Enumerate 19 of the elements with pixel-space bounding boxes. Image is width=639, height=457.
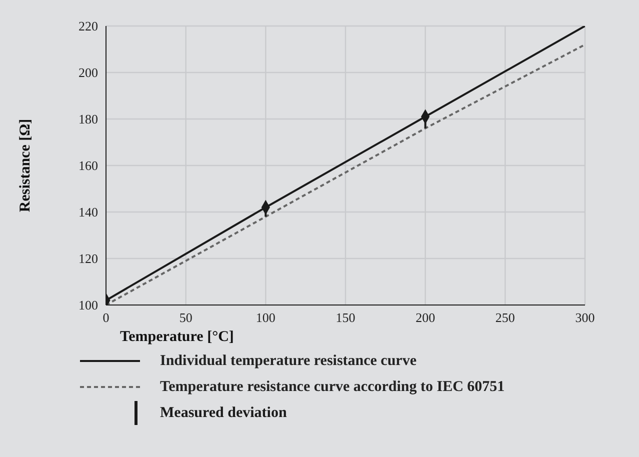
legend-label: Temperature resistance curve according to IEC 60751 xyxy=(160,378,505,396)
y-tick-label: 140 xyxy=(78,204,98,220)
y-tick-label: 180 xyxy=(78,112,98,127)
x-tick-label: 150 xyxy=(336,310,356,326)
y-axis-title: Resistance [Ω] xyxy=(17,118,34,212)
x-axis-title: Temperature [°C] xyxy=(120,329,234,345)
x-tick-label: 250 xyxy=(495,310,515,326)
legend-label: Measured deviation xyxy=(160,404,287,422)
y-tick-label: 120 xyxy=(78,251,98,266)
y-tick-label: 200 xyxy=(78,65,98,80)
x-tick-label: 0 xyxy=(102,310,110,326)
y-tick-label: 160 xyxy=(78,158,98,174)
x-tick-label: 300 xyxy=(575,310,595,326)
x-tick-label: 50 xyxy=(179,310,192,326)
y-tick-label: 220 xyxy=(78,18,98,34)
legend-label: Individual temperature resistance curve xyxy=(160,352,417,370)
x-tick-label: 100 xyxy=(256,310,276,326)
y-tick-label: 100 xyxy=(78,298,98,313)
x-tick-label: 200 xyxy=(416,310,436,326)
